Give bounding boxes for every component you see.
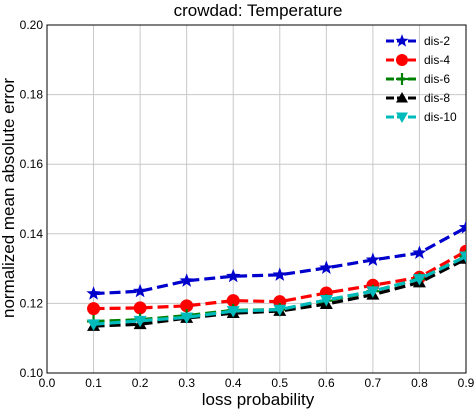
y-axis-label: normalized mean absolute error — [0, 78, 18, 318]
legend-item: dis-10 — [386, 110, 457, 124]
legend: dis-2 dis-4 dis-6 dis-8 dis-10 — [386, 34, 457, 124]
series-dis-10 — [87, 251, 466, 331]
y-tick-label: 0.20 — [20, 18, 44, 32]
data-point-star — [133, 283, 148, 298]
legend-item: dis-2 — [386, 34, 450, 48]
data-point-star — [319, 260, 334, 274]
data-point-plus — [459, 249, 466, 263]
data-point-star — [395, 34, 409, 47]
x-tick-label: 0.0 — [39, 376, 56, 390]
data-point-star — [365, 252, 380, 266]
data-point-circle — [87, 302, 101, 316]
data-point-circle — [396, 54, 408, 66]
legend-label: dis-6 — [424, 72, 450, 86]
data-point-triangle-down — [133, 315, 147, 328]
data-point-star — [272, 267, 287, 281]
data-point-star — [412, 245, 427, 259]
series-dis-2 — [86, 220, 466, 300]
series-group — [86, 220, 466, 331]
legend-item: dis-6 — [386, 72, 450, 86]
x-tick-label: 0.3 — [178, 376, 195, 390]
data-point-triangle-down — [396, 112, 408, 123]
legend-label: dis-8 — [424, 91, 450, 105]
axes: 0.0 0.1 0.2 0.3 0.4 0.5 0.6 0.7 0.8 0.9 0.10 0.12 0.… — [20, 18, 474, 390]
x-tick-label: 0.6 — [318, 376, 335, 390]
y-tick-label: 0.12 — [20, 296, 44, 310]
data-point-circle — [133, 301, 147, 315]
x-tick-label: 0.2 — [132, 376, 149, 390]
plot-frame — [46, 24, 467, 374]
legend-label: dis-4 — [424, 53, 450, 67]
data-point-triangle-down — [319, 295, 333, 307]
data-point-star — [179, 273, 194, 287]
y-tick-label: 0.10 — [20, 366, 44, 380]
series-line — [93, 226, 466, 296]
legend-item: dis-4 — [386, 53, 450, 67]
data-point-circle — [180, 299, 194, 313]
legend-label: dis-10 — [424, 110, 457, 124]
data-point-star — [86, 286, 101, 300]
data-point-triangle-down — [412, 274, 426, 286]
y-tick-label: 0.14 — [20, 227, 44, 241]
data-point-plus — [396, 73, 408, 85]
x-tick-label: 0.5 — [271, 376, 288, 390]
data-point-triangle-down — [273, 304, 287, 317]
legend-label: dis-2 — [424, 34, 450, 48]
data-point-triangle-down — [87, 319, 101, 331]
data-point-triangle-down — [459, 251, 466, 263]
data-point-triangle-down — [180, 312, 194, 324]
data-point-circle — [226, 294, 240, 308]
x-tick-label: 0.4 — [225, 376, 242, 390]
data-point-star — [226, 268, 241, 283]
data-point-star — [458, 220, 466, 234]
x-axis-label: loss probability — [202, 390, 315, 409]
data-point-triangle-down — [226, 306, 240, 318]
x-tick-label: 0.7 — [365, 376, 382, 390]
data-point-triangle-down — [366, 286, 380, 298]
legend-item: dis-8 — [386, 91, 450, 105]
x-tick-label: 0.9 — [458, 376, 474, 390]
x-tick-label: 0.1 — [85, 376, 102, 390]
chart-title: crowdad: Temperature — [174, 1, 343, 20]
y-tick-label: 0.16 — [20, 157, 44, 171]
x-tick-label: 0.8 — [411, 376, 428, 390]
data-point-triangle-up — [396, 92, 408, 103]
y-tick-label: 0.18 — [20, 88, 44, 102]
